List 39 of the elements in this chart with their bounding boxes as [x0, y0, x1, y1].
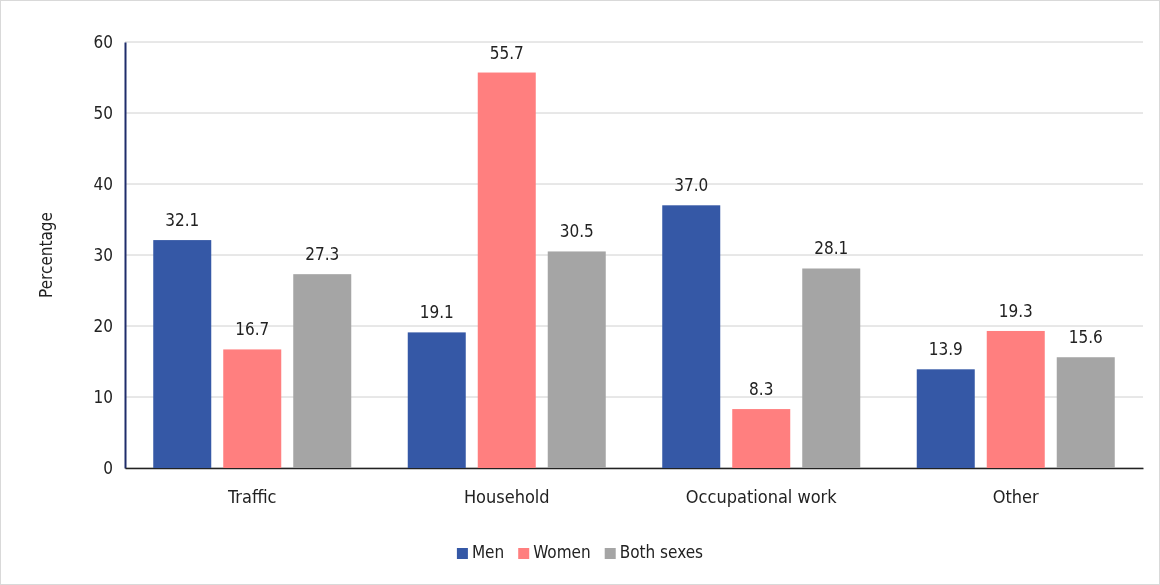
text: 32.1	[165, 210, 200, 231]
bar	[662, 205, 721, 468]
text: 15.6	[1068, 327, 1103, 348]
text: 8.3	[749, 379, 774, 400]
x-tick-label: Occupational work	[685, 485, 838, 507]
bar	[477, 72, 536, 468]
bar	[407, 332, 466, 468]
text: 13.9	[928, 339, 963, 360]
bar	[986, 330, 1045, 468]
text: 16.7	[235, 319, 270, 340]
text: 28.1	[814, 238, 849, 259]
bar	[916, 369, 975, 468]
text: 55.7	[489, 42, 524, 63]
y-tick-label: 60	[93, 31, 113, 52]
y-tick-label: 30	[93, 244, 113, 265]
text: 37.0	[674, 175, 709, 196]
x-tick-label: Traffic	[227, 485, 277, 507]
bar	[223, 349, 282, 468]
y-tick-label: 50	[93, 102, 113, 123]
text: 30.5	[559, 221, 594, 242]
x-tick-label: Other	[992, 485, 1040, 507]
y-axis-title: Percentage	[36, 212, 56, 298]
bar	[547, 251, 606, 468]
y-tick-label: 10	[93, 386, 113, 407]
legend-label: Men	[471, 542, 505, 562]
y-tick-label: 0	[103, 457, 113, 478]
bar	[802, 268, 861, 468]
y-tick-label: 20	[93, 315, 113, 336]
text: 19.1	[419, 302, 454, 323]
text: 19.3	[998, 300, 1033, 321]
bar	[1056, 357, 1115, 468]
bar	[293, 274, 352, 468]
bar	[732, 409, 791, 468]
bar	[153, 240, 212, 468]
y-tick-label: 40	[93, 173, 113, 194]
legend-label: Women	[533, 542, 591, 562]
text: 27.3	[305, 244, 340, 265]
x-tick-label: Household	[463, 485, 550, 507]
legend-label: Both sexes	[619, 542, 704, 562]
